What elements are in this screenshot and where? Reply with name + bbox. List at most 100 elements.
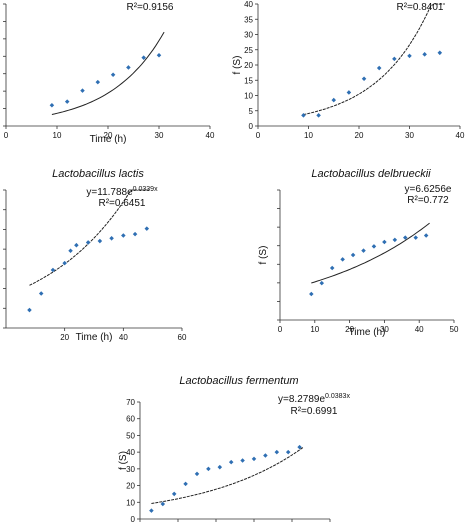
trendline — [151, 446, 304, 504]
data-point — [350, 252, 356, 258]
y-tick-label: 50 — [126, 431, 135, 440]
data-point — [413, 235, 418, 240]
data-point — [64, 99, 70, 104]
data-point — [285, 449, 291, 455]
data-point — [110, 72, 116, 78]
r-squared: R²=0.6451 — [99, 198, 146, 209]
x-tick-label: 40 — [206, 131, 215, 140]
data-point — [382, 239, 387, 245]
x-tick-label: 40 — [456, 131, 465, 140]
data-point — [437, 50, 443, 56]
trend-equation: y=8.2789e0.0383x — [278, 393, 350, 405]
chart-title: Lactobacillus fermentum — [179, 375, 298, 387]
x-tick-label: 0 — [278, 325, 283, 334]
data-point — [74, 242, 79, 248]
y-tick-label: 40 — [126, 448, 135, 457]
x-tick-label: 20 — [60, 333, 69, 342]
data-point — [160, 501, 166, 507]
data-point — [392, 237, 398, 243]
data-point — [274, 449, 280, 455]
data-point — [27, 307, 32, 313]
y-tick-label: 30 — [126, 465, 135, 474]
data-point — [132, 231, 138, 237]
data-point — [371, 244, 377, 249]
chart-panel-3: 20 40 60 Lactobacillus lactis Time (h) y=11.7… — [3, 168, 187, 343]
x-tick-label: 10 — [53, 131, 62, 140]
chart-panel-2: 0 10 20 30 40 0 5 10 15 20 25 30 35 40 f (S) R²=0.8401 — [232, 0, 465, 140]
y-tick-label: 20 — [126, 482, 135, 491]
y-axis-label: f (S) — [258, 246, 269, 265]
x-tick-label: 10 — [310, 325, 319, 334]
y-tick-label: 10 — [126, 498, 135, 507]
trendline — [51, 31, 165, 115]
data-point — [206, 466, 211, 472]
r-squared: R²=0.8401 — [397, 2, 444, 13]
data-point — [97, 238, 103, 244]
data-point — [171, 491, 177, 497]
x-axis-label: Time (h) — [349, 327, 386, 338]
data-point — [319, 280, 325, 286]
data-point — [422, 52, 427, 57]
x-tick-label: 30 — [155, 131, 164, 140]
x-tick-label: 10 — [304, 131, 313, 140]
chart-panel-1: 0 10 20 30 40 Time (h) R²=0.9156 — [3, 2, 215, 145]
chart-panel-4: 0 10 20 30 40 50 Lactobacillus delbrueckii Time… — [258, 168, 459, 338]
data-point — [340, 257, 345, 262]
data-point — [331, 97, 337, 103]
data-point — [361, 248, 366, 253]
x-tick-label: 30 — [405, 131, 414, 140]
chart-panel-5: 0 10 20 30 40 50 60 70 Lactobacillus fermentum f … — [118, 375, 350, 524]
data-point — [251, 456, 257, 462]
data-point — [68, 248, 73, 253]
y-tick-label: 40 — [244, 0, 253, 9]
trendline — [303, 3, 445, 116]
x-tick-label: 20 — [345, 325, 354, 334]
data-point — [85, 240, 91, 245]
data-point — [126, 65, 131, 70]
data-point — [240, 458, 245, 463]
data-point — [62, 260, 67, 266]
data-point — [309, 291, 314, 297]
data-point — [149, 508, 154, 513]
x-tick-label: 0 — [256, 131, 261, 140]
data-point — [50, 267, 56, 273]
data-point — [392, 56, 397, 62]
y-tick-label: 30 — [244, 31, 253, 40]
data-point — [80, 88, 85, 93]
data-point — [346, 90, 352, 95]
y-tick-label: 15 — [244, 76, 253, 85]
x-tick-label: 60 — [178, 333, 187, 342]
data-point — [361, 76, 367, 81]
y-tick-label: 25 — [244, 46, 253, 55]
data-point — [263, 453, 268, 458]
chart-title: Lactobacillus lactis — [52, 168, 144, 180]
x-axis-label: Time (h) — [90, 134, 127, 145]
y-tick-label: 5 — [249, 107, 254, 116]
data-point — [297, 444, 302, 450]
data-point — [316, 113, 321, 118]
data-point — [156, 52, 162, 58]
data-point — [38, 291, 44, 296]
x-tick-label: 0 — [4, 131, 9, 140]
y-tick-label: 70 — [126, 398, 135, 407]
data-point — [109, 236, 114, 241]
x-tick-label: 40 — [415, 325, 424, 334]
r-squared: R²=0.6991 — [291, 406, 338, 417]
trend-equation: y=11.788e0.0339x — [86, 186, 158, 198]
x-tick-label: 40 — [119, 333, 128, 342]
r-squared: R²=0.9156 — [127, 2, 174, 13]
chart-title: Lactobacillus delbrueckii — [311, 168, 431, 180]
y-tick-label: 0 — [249, 122, 254, 131]
x-axis-label: Time (h) — [76, 332, 113, 343]
data-point — [228, 459, 234, 465]
x-tick-label: 20 — [355, 131, 364, 140]
data-point — [329, 265, 335, 271]
r-squared: R²=0.772 — [407, 195, 449, 206]
data-point — [194, 471, 200, 477]
data-point — [183, 481, 188, 487]
data-point — [95, 79, 101, 85]
trendline — [311, 222, 430, 284]
y-axis-label: f (S) — [118, 451, 129, 470]
